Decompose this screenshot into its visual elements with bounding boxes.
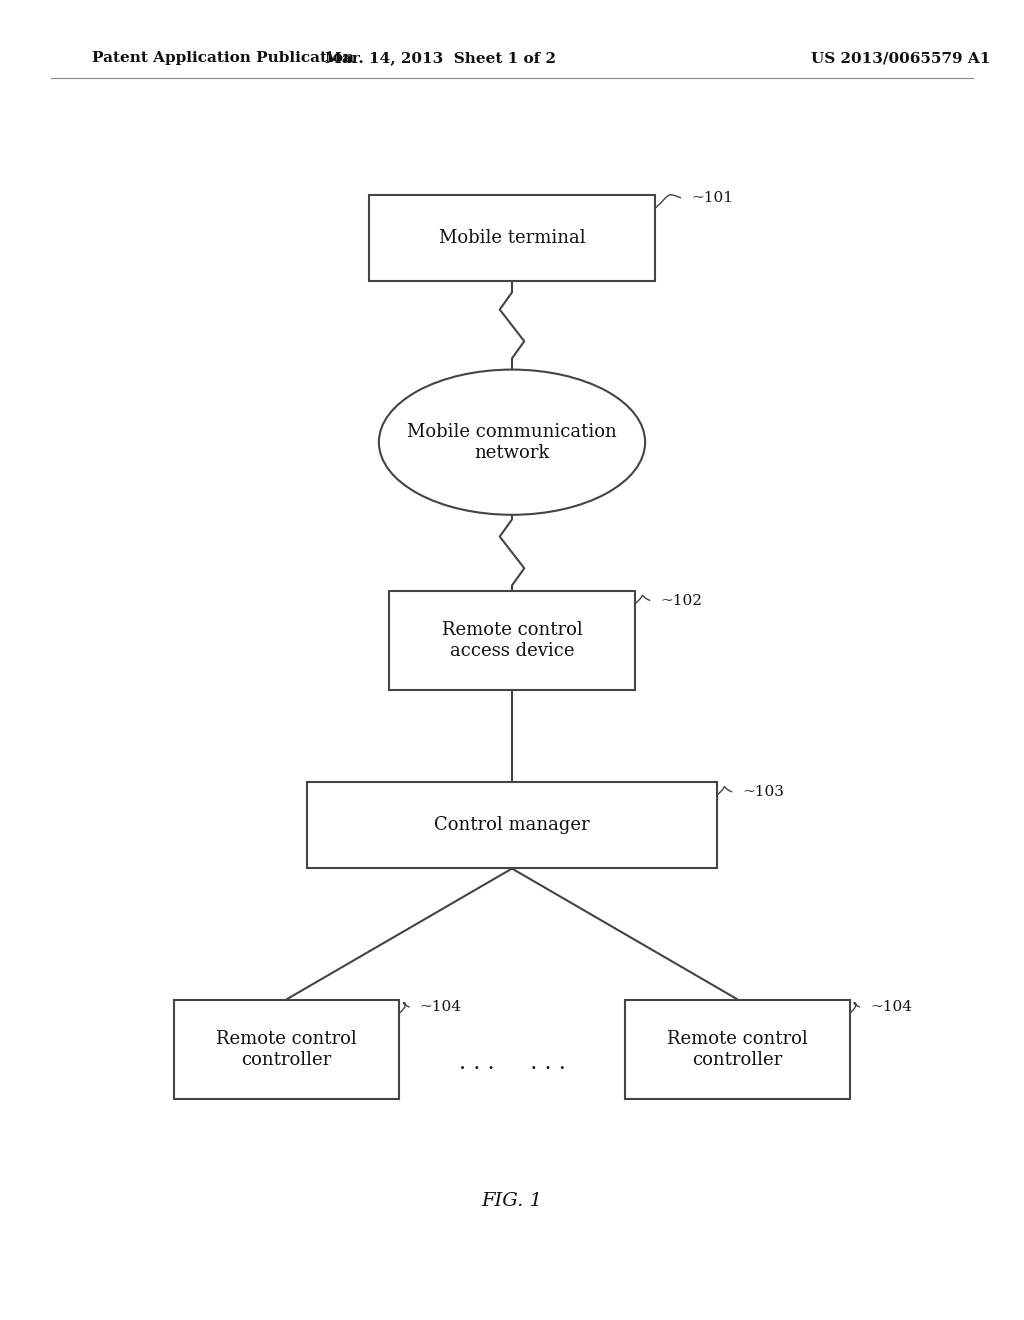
Text: ~102: ~102 [660,594,702,607]
Text: ~104: ~104 [870,1001,912,1014]
FancyBboxPatch shape [307,781,717,869]
Text: ~104: ~104 [420,1001,462,1014]
Text: Remote control
controller: Remote control controller [667,1030,808,1069]
FancyBboxPatch shape [174,1001,399,1098]
FancyBboxPatch shape [369,195,655,281]
Text: Remote control
controller: Remote control controller [216,1030,357,1069]
Text: Mar. 14, 2013  Sheet 1 of 2: Mar. 14, 2013 Sheet 1 of 2 [325,51,556,65]
Text: FIG. 1: FIG. 1 [481,1192,543,1210]
Text: Control manager: Control manager [434,816,590,834]
Text: Remote control
access device: Remote control access device [441,620,583,660]
Ellipse shape [379,370,645,515]
Text: US 2013/0065579 A1: US 2013/0065579 A1 [811,51,991,65]
Text: ~103: ~103 [742,785,784,799]
FancyBboxPatch shape [389,591,635,689]
Text: Mobile communication
network: Mobile communication network [408,422,616,462]
FancyBboxPatch shape [625,1001,850,1098]
Text: Mobile terminal: Mobile terminal [438,228,586,247]
Text: . . .     . . .: . . . . . . [459,1052,565,1073]
Text: Patent Application Publication: Patent Application Publication [92,51,354,65]
Text: ~101: ~101 [691,191,733,205]
